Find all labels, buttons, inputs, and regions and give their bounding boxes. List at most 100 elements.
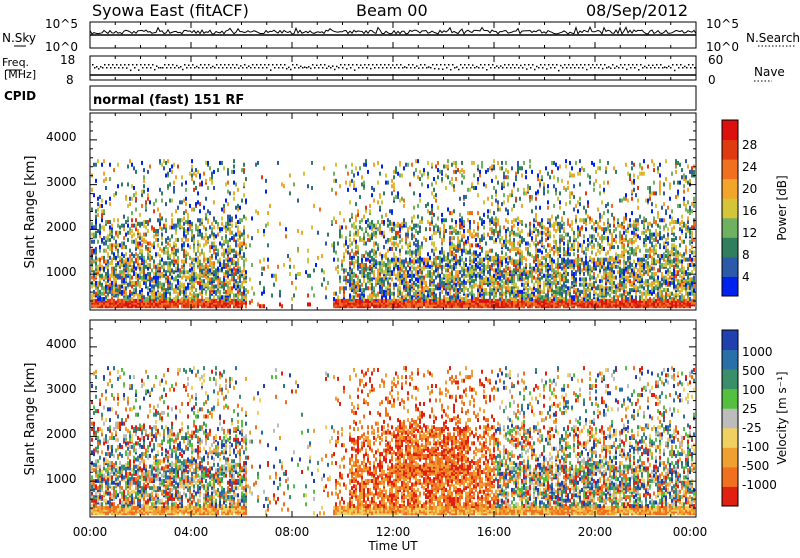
range-cell [365,206,367,210]
range-cell [141,249,143,253]
range-cell [367,218,369,222]
range-cell [121,224,123,228]
range-cell [347,172,349,176]
range-cell [129,231,131,235]
range-cell [139,249,141,253]
range-cell [421,216,423,220]
range-cell [487,209,489,213]
range-cell [497,288,499,292]
range-cell [373,286,375,290]
range-cell [227,256,229,260]
range-cell [115,263,117,267]
range-cell [181,283,183,287]
range-cell [519,240,521,244]
range-cell [523,256,525,260]
range-cell [193,281,195,285]
range-cell [535,243,537,247]
range-cell [505,168,507,172]
nave-point [174,67,176,69]
range-cell [391,277,393,281]
range-cell [433,249,435,253]
range-cell [483,277,485,281]
range-cell [209,177,211,181]
range-cell [113,302,115,306]
range-cell [473,265,475,269]
range-cell [361,274,363,278]
range-cell [459,218,461,222]
range-cell [547,281,549,285]
range-cell [273,274,275,278]
range-cell [523,238,525,242]
range-cell [439,286,441,290]
range-cell [171,299,173,303]
range-cell [503,268,505,272]
range-cell [471,265,473,269]
range-cell [345,165,347,169]
range-cell [417,231,419,235]
range-cell [393,261,395,265]
range-cell [153,227,155,231]
range-cell [441,247,443,251]
range-cell [239,250,241,254]
range-cell [425,204,427,208]
range-cell [107,234,109,238]
range-cell [183,222,185,226]
range-cell [377,292,379,296]
range-cell [393,272,395,276]
range-cell [129,254,131,258]
range-cell [499,283,501,287]
range-cell [227,215,229,219]
range-cell [355,225,357,229]
range-cell [227,240,229,244]
range-cell [129,261,131,265]
range-cell [399,267,401,271]
range-cell [369,250,371,254]
range-cell [475,283,477,287]
range-cell [455,224,457,228]
range-cell [415,243,417,247]
nave-point [578,67,580,69]
range-cell [529,286,531,290]
range-cell [93,240,95,244]
range-cell [223,281,225,285]
range-cell [425,227,427,231]
range-cell [447,268,449,272]
range-cell [111,285,113,289]
range-cell [175,249,177,253]
range-cell [247,290,249,294]
range-cell [433,213,435,217]
range-cell [183,286,185,290]
range-cell [473,229,475,233]
range-cell [193,172,195,176]
range-cell [429,274,431,278]
range-cell [113,243,115,247]
range-cell [479,238,481,242]
freq-point [340,64,342,66]
range-cell [211,242,213,246]
range-cell [159,188,161,192]
range-cell [513,279,515,283]
range-cell [551,215,553,219]
range-cell [227,247,229,251]
range-cell [503,181,505,185]
range-cell [543,263,545,267]
range-cell [99,204,101,208]
range-cell [199,299,201,303]
freq-point [364,64,366,66]
range-cell [205,233,207,237]
range-cell [477,243,479,247]
range-cell [401,238,403,242]
nave-point [302,67,304,69]
range-cell [143,179,145,183]
freq-series [92,64,694,68]
range-cell [505,175,507,179]
range-cell [531,195,533,199]
range-cell [541,250,543,254]
range-cell [349,238,351,242]
range-cell [511,220,513,224]
range-cell [517,265,519,269]
range-cell [223,166,225,170]
range-cell [95,256,97,260]
range-cell [251,216,253,220]
